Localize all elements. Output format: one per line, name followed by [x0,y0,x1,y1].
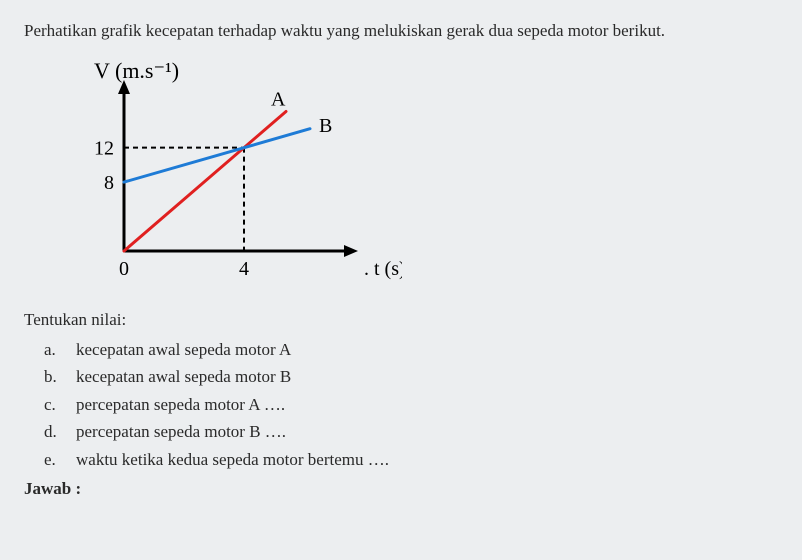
question-text: percepatan sepeda motor A …. [76,392,285,418]
question-letter: b. [44,364,62,390]
questions-list: a. kecepatan awal sepeda motor A b. kece… [44,337,778,473]
question-item: b. kecepatan awal sepeda motor B [44,364,778,390]
question-letter: d. [44,419,62,445]
svg-text:B: B [319,115,332,137]
velocity-time-chart: V (m.s⁻¹) 12 8 0 4 A B.t (s) [62,56,778,294]
svg-text:0: 0 [119,258,129,280]
question-letter: c. [44,392,62,418]
svg-text:.: . [364,258,369,280]
question-text: waktu ketika kedua sepeda motor bertemu … [76,447,389,473]
question-text: kecepatan awal sepeda motor A [76,337,291,363]
question-letter: a. [44,337,62,363]
svg-text:4: 4 [239,258,249,280]
question-item: a. kecepatan awal sepeda motor A [44,337,778,363]
question-text: percepatan sepeda motor B …. [76,419,286,445]
answer-label: Jawab : [24,476,778,502]
question-item: e. waktu ketika kedua sepeda motor berte… [44,447,778,473]
svg-text:t (s): t (s) [374,258,402,280]
svg-text:8: 8 [104,172,114,194]
question-letter: e. [44,447,62,473]
svg-text:12: 12 [94,137,114,159]
questions-heading: Tentukan nilai: [24,307,778,333]
question-item: d. percepatan sepeda motor B …. [44,419,778,445]
svg-text:A: A [271,88,286,110]
question-text: kecepatan awal sepeda motor B [76,364,291,390]
question-item: c. percepatan sepeda motor A …. [44,392,778,418]
svg-text:V (m.s⁻¹): V (m.s⁻¹) [94,58,179,83]
question-prompt: Perhatikan grafik kecepatan terhadap wak… [24,18,778,44]
